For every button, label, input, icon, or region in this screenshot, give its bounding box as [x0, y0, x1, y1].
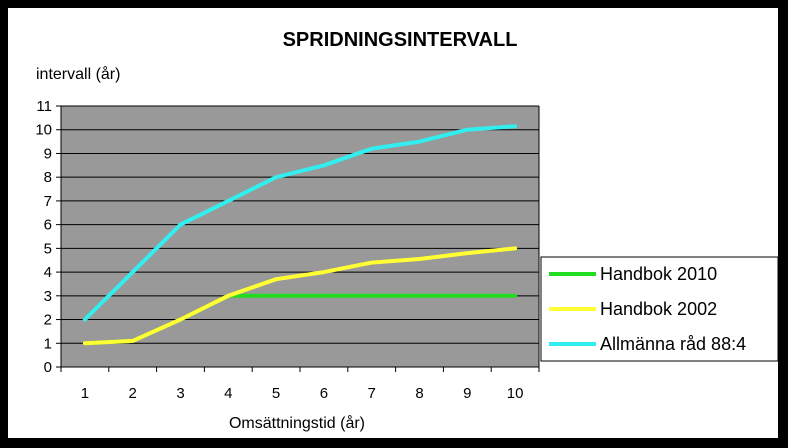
x-tick-label: 10 — [507, 385, 524, 402]
y-tick-label: 5 — [44, 240, 52, 257]
y-tick-label: 7 — [44, 193, 52, 210]
x-tick-labels: 1 2 3 4 5 6 7 8 9 10 — [60, 367, 540, 402]
y-tick-label: 10 — [35, 122, 52, 139]
y-tick-label: 8 — [44, 169, 52, 186]
y-tick-label: 4 — [44, 264, 52, 281]
y-tick-label: 6 — [44, 217, 52, 234]
y-tick-label: 2 — [44, 312, 52, 329]
series-lines — [82, 124, 518, 346]
legend: Handbok 2010 Handbok 2002 Allmänna råd 88:… — [540, 256, 779, 362]
y-tick-label: 0 — [44, 359, 52, 376]
series-line — [82, 124, 518, 322]
y-tick-label: 11 — [36, 98, 52, 115]
y-tick-label: 3 — [44, 288, 52, 305]
legend-label: Allmänna råd 88:4 — [600, 334, 746, 354]
y-axis-label: intervall (år) — [36, 65, 120, 83]
legend-label: Handbok 2002 — [600, 299, 717, 319]
x-tick-label: 4 — [224, 385, 232, 402]
legend-label: Handbok 2010 — [600, 264, 717, 284]
x-tick-label: 8 — [415, 385, 423, 402]
plot-background — [61, 106, 539, 367]
y-tick-label: 1 — [44, 335, 52, 352]
chart-title: SPRIDNINGSINTERVALL — [283, 29, 518, 51]
y-tick-labels: 0 1 2 3 4 5 6 7 8 9 10 11 — [35, 98, 61, 376]
x-tick-label: 6 — [320, 385, 328, 402]
x-tick-label: 7 — [368, 385, 376, 402]
series-line — [82, 246, 518, 346]
y-tick-label: 9 — [44, 145, 52, 162]
x-tick-label: 9 — [463, 385, 471, 402]
x-tick-label: 5 — [272, 385, 280, 402]
plot-area — [61, 106, 539, 367]
x-axis-label: Omsättningstid (år) — [229, 414, 365, 432]
x-tick-label: 2 — [129, 385, 137, 402]
x-tick-label: 3 — [176, 385, 184, 402]
x-tick-label: 1 — [81, 385, 89, 402]
